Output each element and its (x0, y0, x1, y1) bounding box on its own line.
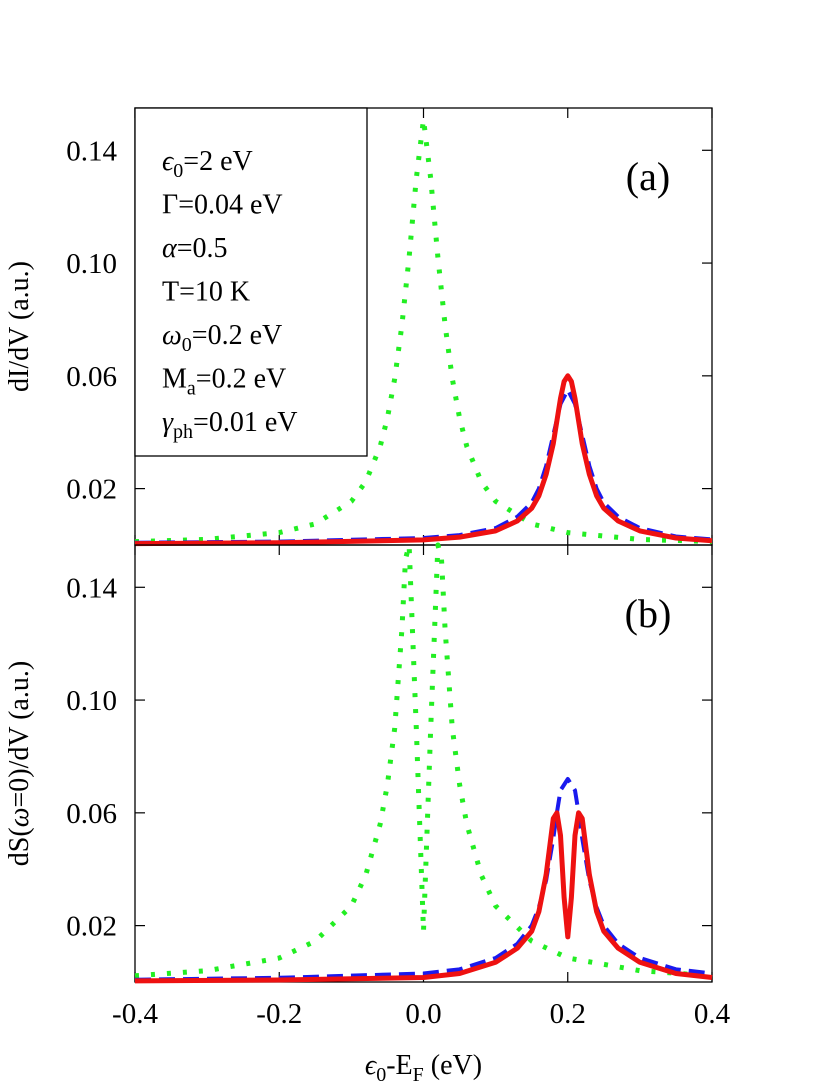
y-axis-label: dS(ω=0)/dV (a.u.) (4, 661, 35, 866)
solid-series-line (134, 373, 713, 547)
y-tick-label: 0.14 (66, 572, 117, 604)
x-tick-label: -0.2 (256, 998, 302, 1030)
dotted-series-line (134, 116, 713, 545)
y-tick-label: 0.06 (66, 798, 117, 830)
parameter-box-frame (134, 107, 368, 457)
x-tick-label: -0.4 (112, 998, 158, 1030)
panel-b: 0.02 0.06 0.10 0.14 (b) dS(ω=0)/dV (a.u.) (4, 542, 713, 984)
x-axis: -0.4 -0.2 0.0 0.2 0.4 ϵ0-EF (eV) (112, 998, 731, 1086)
x-tick-label: 0.4 (694, 998, 731, 1030)
parameter-line: γph=0.01 eV (162, 407, 298, 443)
parameter-line: Γ=0.04 eV (162, 190, 283, 221)
parameter-box: ϵ0=2 eV Γ=0.04 eV α=0.5 T=10 K ω0=0.2 eV Ma=0… (134, 107, 368, 457)
panel-a: 0.02 0.06 0.10 0.14 (a) dI/dV (a.u.) (4, 107, 713, 547)
y-tick-label: 0.10 (66, 685, 117, 717)
y-tick-label: 0.02 (66, 911, 117, 943)
parameter-line: ϵ0=2 eV (162, 146, 253, 182)
parameter-line: T=10 K (162, 277, 250, 308)
y-tick-label: 0.10 (66, 248, 117, 280)
parameter-line: Ma=0.2 eV (162, 364, 286, 400)
y-tick-label: 0.02 (66, 474, 117, 506)
x-tick-label: 0.2 (550, 998, 586, 1030)
panel-label: (b) (625, 591, 672, 636)
y-tick-label: 0.14 (66, 135, 117, 167)
panel-label: (a) (626, 154, 670, 199)
y-tick-label: 0.06 (66, 361, 117, 393)
solid-series-line (134, 810, 713, 984)
parameter-line: ω0=0.2 eV (162, 320, 282, 356)
dashed-series-line (134, 777, 713, 982)
parameter-line: α=0.5 (162, 233, 228, 264)
x-tick-label: 0.0 (405, 998, 441, 1030)
x-axis-label: ϵ0-EF (eV) (365, 1050, 482, 1086)
y-axis-label: dI/dV (a.u.) (4, 261, 35, 392)
